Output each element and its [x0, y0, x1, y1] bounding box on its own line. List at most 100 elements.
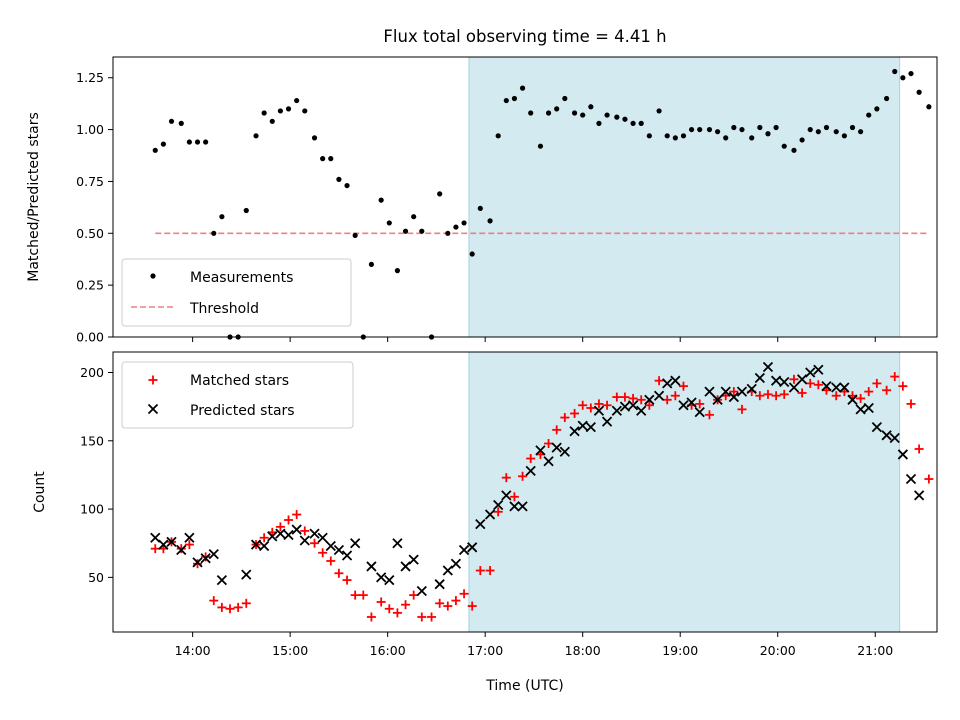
matched-star-point: [334, 568, 344, 578]
top-y-axis-label: Matched/Predicted stars: [26, 112, 42, 282]
predicted-star-point: [881, 430, 892, 441]
y-tick-label: 100: [80, 502, 104, 517]
measurement-point: [461, 220, 467, 226]
measurement-point: [186, 139, 192, 145]
measurement-point: [511, 95, 518, 102]
predicted-star-point: [821, 381, 832, 392]
predicted-star-point: [416, 585, 427, 597]
measurement-point: [495, 133, 501, 139]
measurement-point: [688, 126, 695, 133]
predicted-star-point: [601, 416, 613, 427]
predicted-star-point: [525, 465, 536, 476]
matched-star-point: [620, 392, 630, 402]
predicted-star-point: [467, 542, 478, 553]
y-tick-label: 0.00: [76, 330, 104, 345]
predicted-star-point: [325, 540, 336, 552]
x-tick-label: 18:00: [565, 643, 601, 658]
matched-star-point: [813, 380, 823, 390]
legend-matched-label: Matched stars: [190, 373, 289, 389]
predicted-star-point: [704, 386, 715, 397]
legend-matched-marker: [148, 375, 158, 385]
measurement-point: [469, 251, 475, 257]
measurement-point: [344, 182, 350, 189]
matched-star-point: [358, 590, 368, 600]
predicted-star-point: [905, 473, 917, 485]
predicted-star-point: [241, 569, 252, 580]
matched-star-point: [578, 400, 588, 410]
measurement-point: [849, 124, 856, 131]
predicted-star-point: [863, 402, 874, 414]
measurement-point: [571, 110, 578, 116]
measurement-point: [152, 147, 158, 153]
x-tick-label: 20:00: [760, 643, 796, 658]
predicted-star-point: [150, 532, 161, 543]
matched-star-point: [176, 544, 186, 554]
measurement-point: [394, 268, 401, 274]
predicted-star-point: [535, 445, 546, 456]
matched-star-point: [670, 391, 680, 401]
predicted-star-point: [839, 382, 850, 393]
legend-predicted-label: Predicted stars: [190, 403, 295, 419]
predicted-star-point: [653, 390, 665, 401]
predicted-star-point: [913, 490, 925, 501]
legend-predicted-marker: [147, 403, 159, 415]
matched-star-point: [636, 395, 646, 405]
matched-star-point: [409, 590, 419, 600]
predicted-star-point: [450, 558, 462, 569]
y-tick-label: 0.25: [76, 278, 104, 293]
measurement-point: [604, 112, 610, 118]
predicted-star-point: [309, 528, 320, 539]
predicted-star-point: [350, 538, 361, 549]
y-tick-label: 1.00: [76, 122, 104, 137]
y-tick-label: 0.50: [76, 226, 104, 241]
matched-star-point: [797, 388, 807, 398]
y-tick-label: 200: [80, 365, 104, 380]
measurement-point: [916, 89, 922, 95]
measurement-point: [714, 129, 721, 135]
y-tick-label: 50: [88, 570, 104, 585]
matched-star-point: [150, 544, 160, 554]
predicted-star-point: [158, 539, 169, 550]
matched-star-point: [914, 444, 924, 454]
matched-star-point: [695, 399, 705, 409]
measurement-point: [562, 95, 568, 102]
matched-star-point: [526, 454, 536, 464]
measurement-point: [781, 143, 787, 149]
top-y-ticks: 0.00 0.25 0.50 0.75 1.00 1.25: [76, 70, 113, 345]
predicted-star-point: [551, 442, 562, 453]
matched-star-point: [779, 389, 789, 399]
y-tick-label: 150: [80, 433, 104, 448]
measurement-point: [211, 230, 217, 236]
predicted-star-point: [897, 449, 909, 460]
predicted-star-point: [458, 544, 470, 556]
bottom-panel: 50 100 150 200 14:00 15:00 16:00 17:00 18:00 19:…: [32, 351, 938, 658]
measurement-point: [656, 108, 662, 114]
matched-star-point: [201, 552, 211, 562]
matched-star-point: [789, 374, 799, 384]
matched-star-point: [594, 399, 604, 409]
bottom-x-ticks: 14:00 15:00 16:00 17:00 18:00 19:00 20:00 21:00: [175, 632, 893, 658]
measurement-point: [841, 133, 847, 139]
matched-star-point: [376, 597, 386, 607]
measurement-point: [614, 114, 620, 120]
measurement-point: [519, 85, 526, 91]
matched-star-point: [292, 510, 302, 520]
measurement-point: [892, 68, 898, 75]
predicted-star-point: [889, 432, 900, 444]
legend-threshold-label: Threshold: [189, 301, 259, 317]
measurement-point: [168, 118, 175, 124]
predicted-star-point: [317, 532, 328, 543]
measurement-point: [630, 120, 636, 126]
matched-star-point: [518, 471, 528, 481]
predicted-star-point: [259, 540, 270, 552]
predicted-star-point: [543, 456, 554, 467]
matched-star-point: [644, 400, 654, 410]
matched-star-point: [831, 391, 841, 401]
predicted-star-point: [847, 394, 858, 405]
measurement-point: [352, 232, 358, 238]
predicted-star-point: [619, 401, 631, 412]
measurement-point: [178, 120, 184, 126]
predicted-star-point: [192, 557, 203, 568]
matched-star-point: [300, 526, 310, 536]
matched-star-point: [924, 474, 934, 484]
